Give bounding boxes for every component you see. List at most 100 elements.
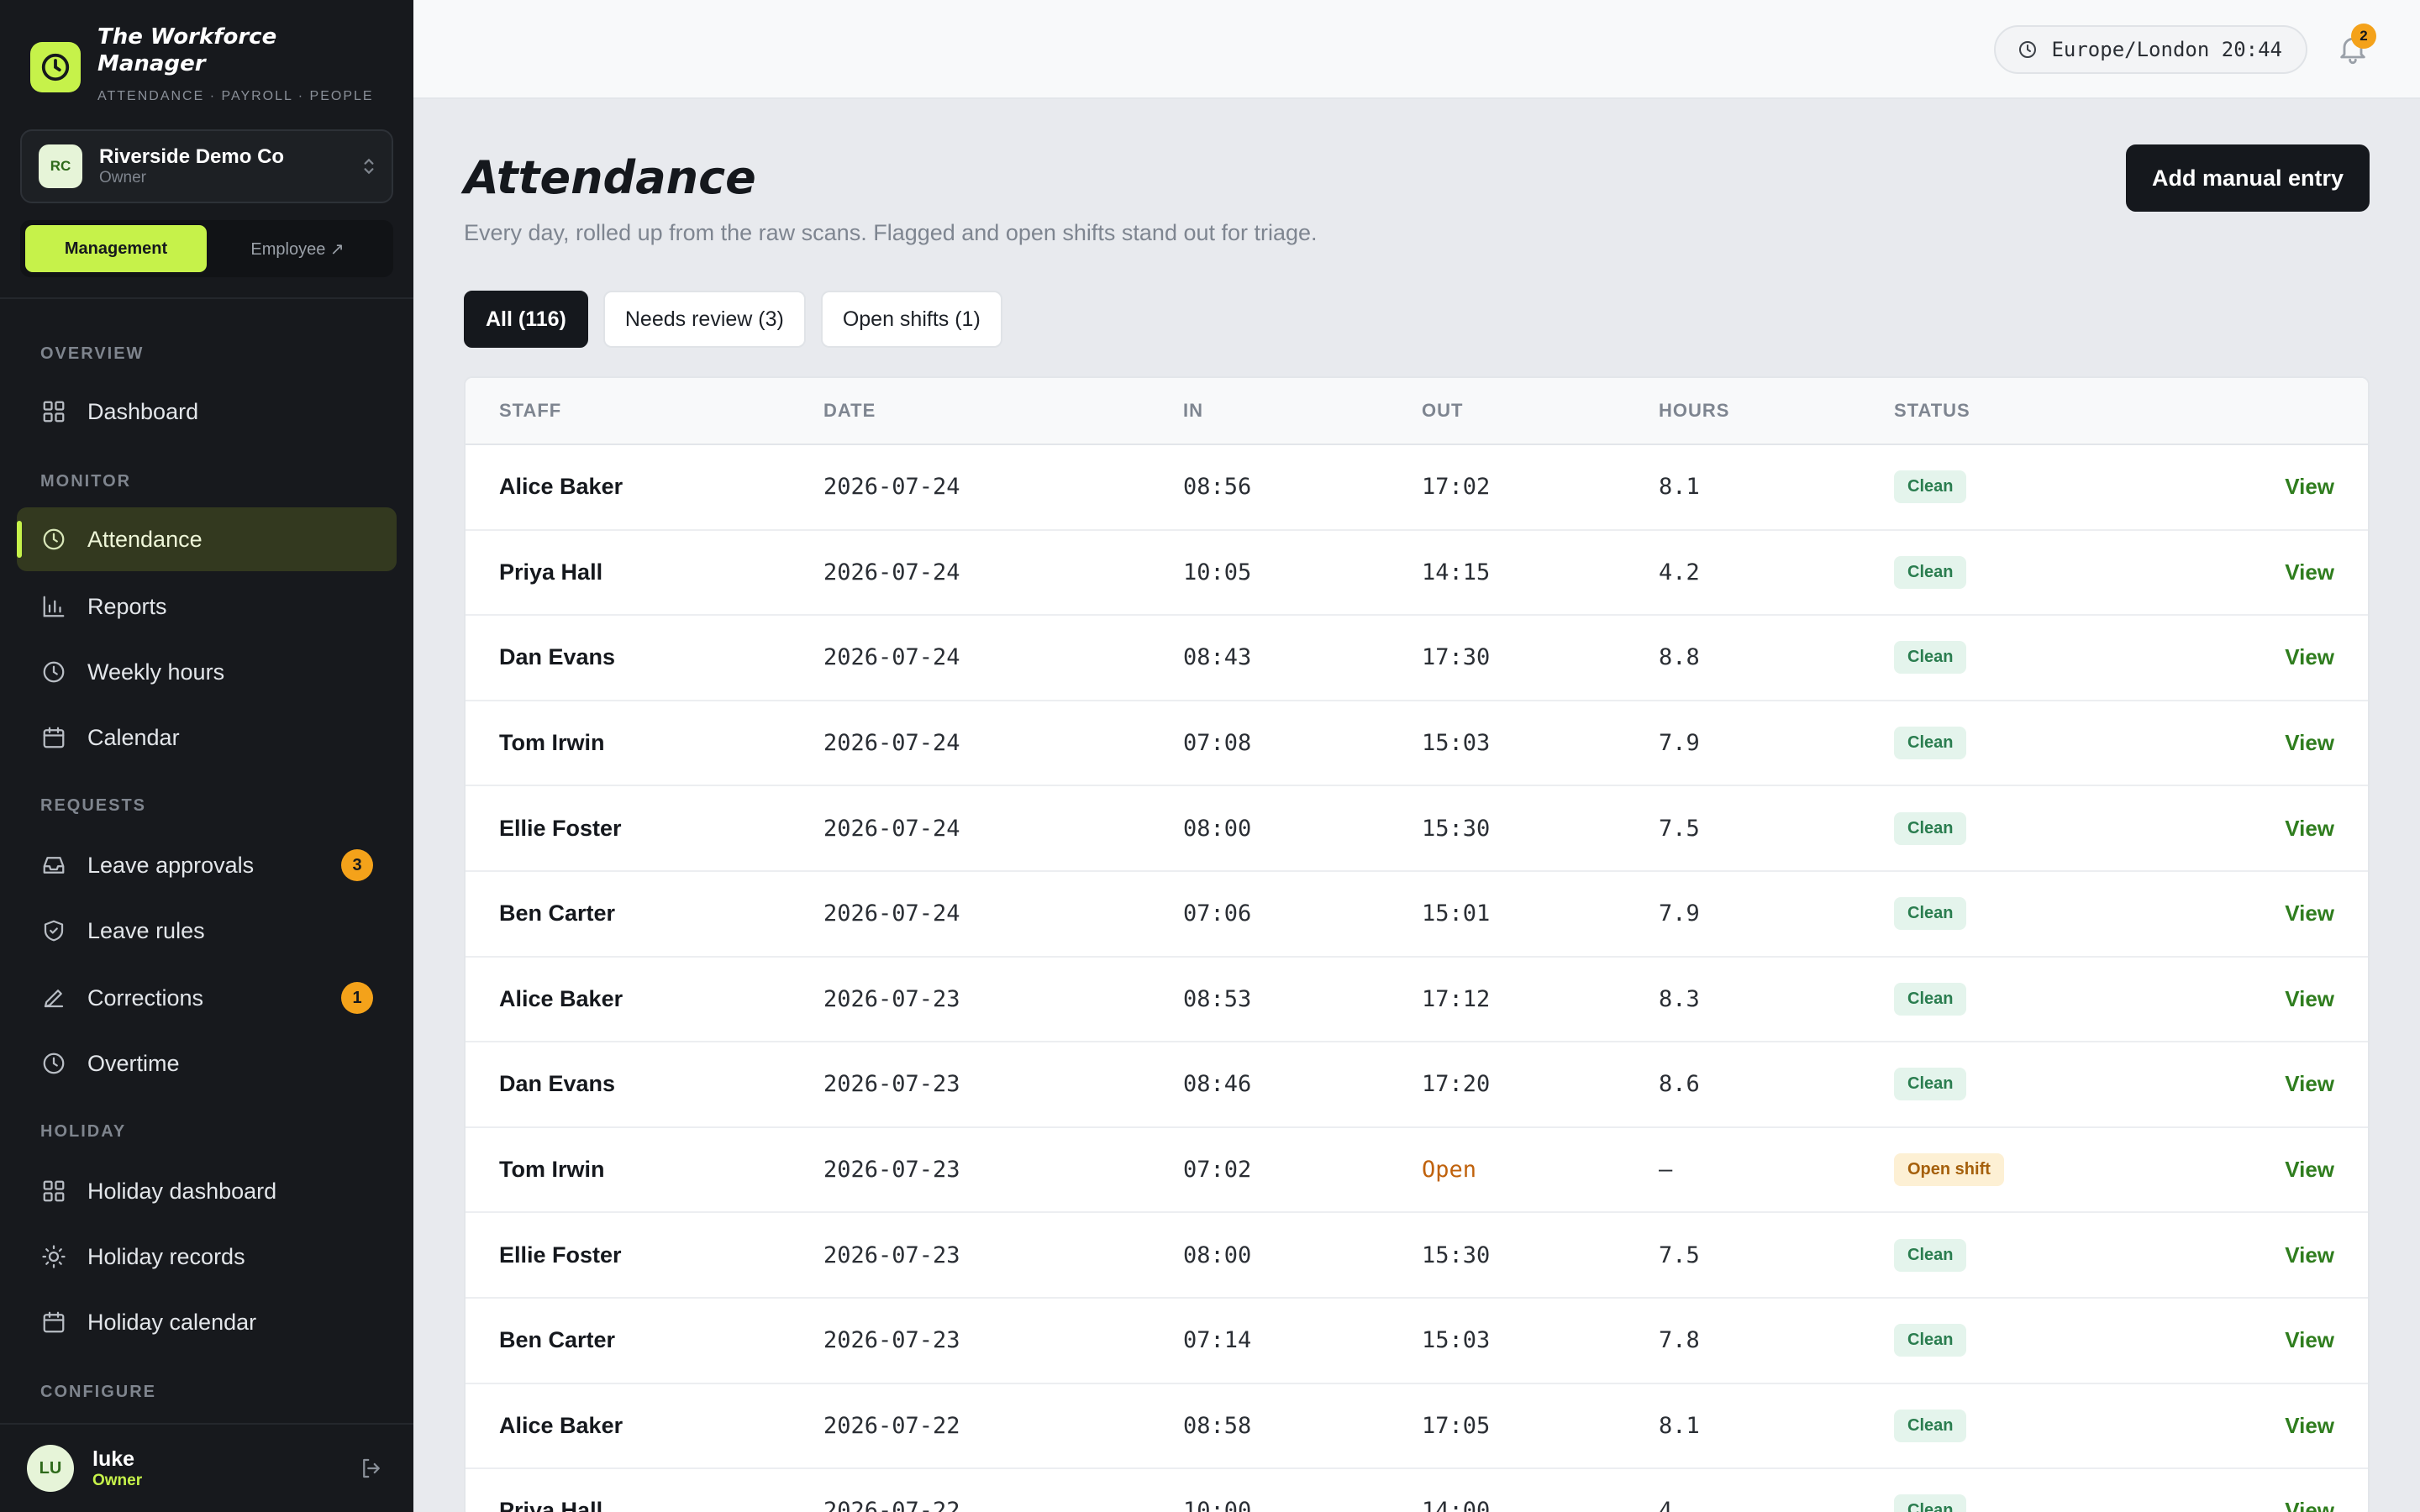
sidebar-item-label: Holiday records [87,1243,245,1269]
nav-section-monitor: MONITOR [40,472,132,491]
cell-staff: Ellie Foster [499,1242,622,1268]
cell-staff: Ben Carter [499,1327,616,1353]
header-hours[interactable]: HOURS [1659,400,1730,421]
nav-section-configure: CONFIGURE [40,1383,156,1401]
header-in[interactable]: IN [1183,400,1203,421]
filter-needs-review[interactable]: Needs review (3) [602,291,806,348]
cell-out: 15:03 [1422,1327,1491,1354]
calendar-icon [40,1309,67,1336]
table-row[interactable]: Ellie Foster 2026-07-23 08:00 15:30 7.5 Clean… [466,1213,2368,1299]
notifications-button[interactable]: 2 [2336,24,2376,66]
cell-in: 10:05 [1183,559,1252,585]
nav-section-overview: OVERVIEW [40,344,145,363]
cell-hours: 7.5 [1659,1242,1700,1268]
cell-hours: 4.2 [1659,559,1700,585]
timezone-chip: Europe/London 20:44 [1994,25,2307,74]
cell-out: 17:12 [1422,985,1491,1012]
cell-in: 08:56 [1183,474,1252,501]
org-name: Riverside Demo Co [99,145,285,168]
leave-approvals-badge: 3 [341,849,373,881]
add-manual-entry-button[interactable]: Add manual entry [2126,144,2370,212]
table-row[interactable]: Tom Irwin 2026-07-24 07:08 15:03 7.9 Clean Vie… [466,701,2368,787]
sidebar-item-holiday-records[interactable]: Holiday records [17,1225,397,1289]
clock-icon [40,1050,67,1077]
table-body: Alice Baker 2026-07-24 08:56 17:02 8.1 Clean V… [466,445,2368,1512]
shield-check-icon [40,917,67,944]
table-row[interactable]: Ben Carter 2026-07-23 07:14 15:03 7.8 Clean Vi… [466,1299,2368,1384]
sidebar-item-label: Overtime [87,1050,180,1076]
cell-hours: 8.3 [1659,985,1700,1012]
cell-status: Clean [1894,1409,2255,1442]
page-title: Attendance [464,151,756,204]
table-row[interactable]: Alice Baker 2026-07-23 08:53 17:12 8.3 Clean V… [466,958,2368,1043]
cell-status: Clean [1894,555,2255,589]
sidebar-item-weekly-hours[interactable]: Weekly hours [17,640,397,704]
view-link[interactable]: View [2285,1498,2334,1512]
view-link[interactable]: View [2285,1157,2334,1183]
sidebar-item-leave-rules[interactable]: Leave rules [17,899,397,963]
cell-hours: — [1659,1157,1673,1184]
sidebar-item-leave-approvals[interactable]: Leave approvals 3 [17,833,397,897]
sidebar-item-holiday-dashboard[interactable]: Holiday dashboard [17,1159,397,1223]
org-role: Owner [99,169,146,186]
table-row[interactable]: Priya Hall 2026-07-24 10:05 14:15 4.2 Clean Vi… [466,531,2368,617]
view-link[interactable]: View [2285,1071,2334,1097]
cell-status: Clean [1894,641,2255,675]
view-link[interactable]: View [2285,474,2334,500]
filter-open-shifts[interactable]: Open shifts (1) [820,291,1002,348]
view-link[interactable]: View [2285,644,2334,670]
view-link[interactable]: View [2285,559,2334,585]
status-badge: Clean [1894,1068,1967,1101]
table-row[interactable]: Ellie Foster 2026-07-24 08:00 15:30 7.5 Clean… [466,786,2368,872]
sidebar-item-calendar[interactable]: Calendar [17,706,397,769]
cell-out: 14:00 [1422,1498,1491,1512]
view-link[interactable]: View [2285,815,2334,841]
table-row[interactable]: Alice Baker 2026-07-24 08:56 17:02 8.1 Clean V… [466,445,2368,531]
sidebar-item-attendance[interactable]: Attendance [17,507,397,571]
sidebar-item-overtime[interactable]: Overtime [17,1032,397,1095]
sidebar-item-corrections[interactable]: Corrections 1 [17,966,397,1030]
table-row[interactable]: Priya Hall 2026-07-22 10:00 14:00 4 Clean View [466,1469,2368,1512]
cell-in: 07:14 [1183,1327,1252,1354]
cell-staff: Priya Hall [499,1498,603,1512]
clock-logo-icon [30,42,81,92]
cell-status: Clean [1894,982,2255,1016]
view-link[interactable]: View [2285,1412,2334,1438]
org-switcher[interactable]: RC Riverside Demo Co Owner [20,129,393,203]
logout-icon[interactable] [356,1453,387,1483]
header-staff[interactable]: STAFF [499,400,562,421]
sidebar-item-holiday-calendar[interactable]: Holiday calendar [17,1290,397,1354]
cell-out: 17:30 [1422,644,1491,671]
status-badge: Clean [1894,470,1967,504]
sidebar: The Workforce Manager ATTENDANCE · PAYRO… [0,0,413,1512]
management-mode-button[interactable]: Management [25,225,207,272]
brand-subtitle: ATTENDANCE · PAYROLL · PEOPLE [97,89,374,103]
employee-mode-button[interactable]: Employee ↗ [250,239,345,259]
table-header: STAFF DATE IN OUT HOURS STATUS [466,378,2368,445]
status-badge: Clean [1894,811,1967,845]
header-date[interactable]: DATE [823,400,876,421]
cell-out: 15:30 [1422,1242,1491,1268]
view-link[interactable]: View [2285,1242,2334,1268]
notification-count-badge: 2 [2351,24,2376,49]
cell-hours: 8.6 [1659,1071,1700,1098]
table-row[interactable]: Tom Irwin 2026-07-23 07:02 Open — Open shift V… [466,1128,2368,1214]
view-link[interactable]: View [2285,1327,2334,1353]
sidebar-item-dashboard[interactable]: Dashboard [17,380,397,444]
cell-out: 15:30 [1422,815,1491,842]
header-out[interactable]: OUT [1422,400,1464,421]
cell-status: Open shift [1894,1153,2255,1187]
filter-all[interactable]: All (116) [464,291,588,348]
brand-title: The Workforce Manager [97,24,277,76]
view-link[interactable]: View [2285,730,2334,756]
header-status[interactable]: STATUS [1894,400,1970,421]
status-badge: Clean [1894,1494,1967,1512]
view-link[interactable]: View [2285,900,2334,927]
table-row[interactable]: Ben Carter 2026-07-24 07:06 15:01 7.9 Clean Vi… [466,872,2368,958]
table-row[interactable]: Dan Evans 2026-07-23 08:46 17:20 8.6 Clean Vie… [466,1042,2368,1128]
cell-status: Clean [1894,1494,2255,1512]
sidebar-item-reports[interactable]: Reports [17,575,397,638]
table-row[interactable]: Alice Baker 2026-07-22 08:58 17:05 8.1 Clean V… [466,1384,2368,1470]
view-link[interactable]: View [2285,985,2334,1011]
table-row[interactable]: Dan Evans 2026-07-24 08:43 17:30 8.8 Clean Vie… [466,616,2368,701]
